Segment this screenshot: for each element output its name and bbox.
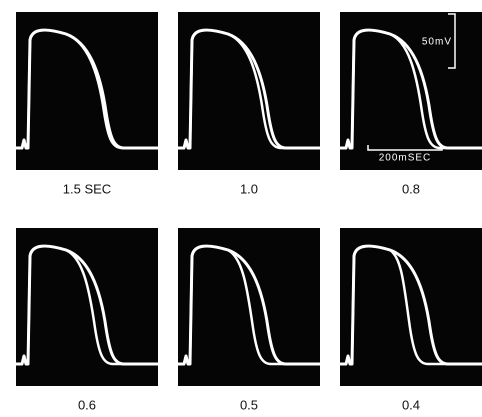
oscilloscope-screen [178, 12, 320, 170]
voltage-scale: 50mV [422, 37, 452, 48]
panel-label: 0.4 [402, 397, 420, 412]
page: {"panels": [{"label": "1.5 SEC"}, {"labe… [0, 0, 482, 417]
panel: 1.5 SEC [16, 12, 160, 196]
panel-label: 0.6 [78, 397, 96, 412]
panel: 0.4 [340, 228, 482, 412]
panel: 0.5 [178, 228, 322, 412]
panel-label: 0.5 [240, 397, 258, 412]
time-scale: 200mSEC [379, 153, 432, 164]
oscilloscope-screen [340, 12, 482, 170]
oscilloscope-screen [340, 228, 482, 386]
figure: 1.5 SEC 1.0 0.8 0.6 0.5 0.4 50mV 200mSEC [0, 0, 482, 417]
oscilloscope-screen [16, 12, 158, 170]
panel-label: 0.8 [402, 181, 420, 196]
panel-label: 1.5 SEC [63, 181, 111, 196]
panels: 1.5 SEC 1.0 0.8 0.6 0.5 0.4 [16, 12, 482, 412]
oscilloscope-screen [16, 228, 158, 386]
panel: 1.0 [178, 12, 322, 196]
panel: 0.8 [340, 12, 482, 196]
panel: 0.6 [16, 228, 160, 412]
panel-label: 1.0 [240, 181, 258, 196]
